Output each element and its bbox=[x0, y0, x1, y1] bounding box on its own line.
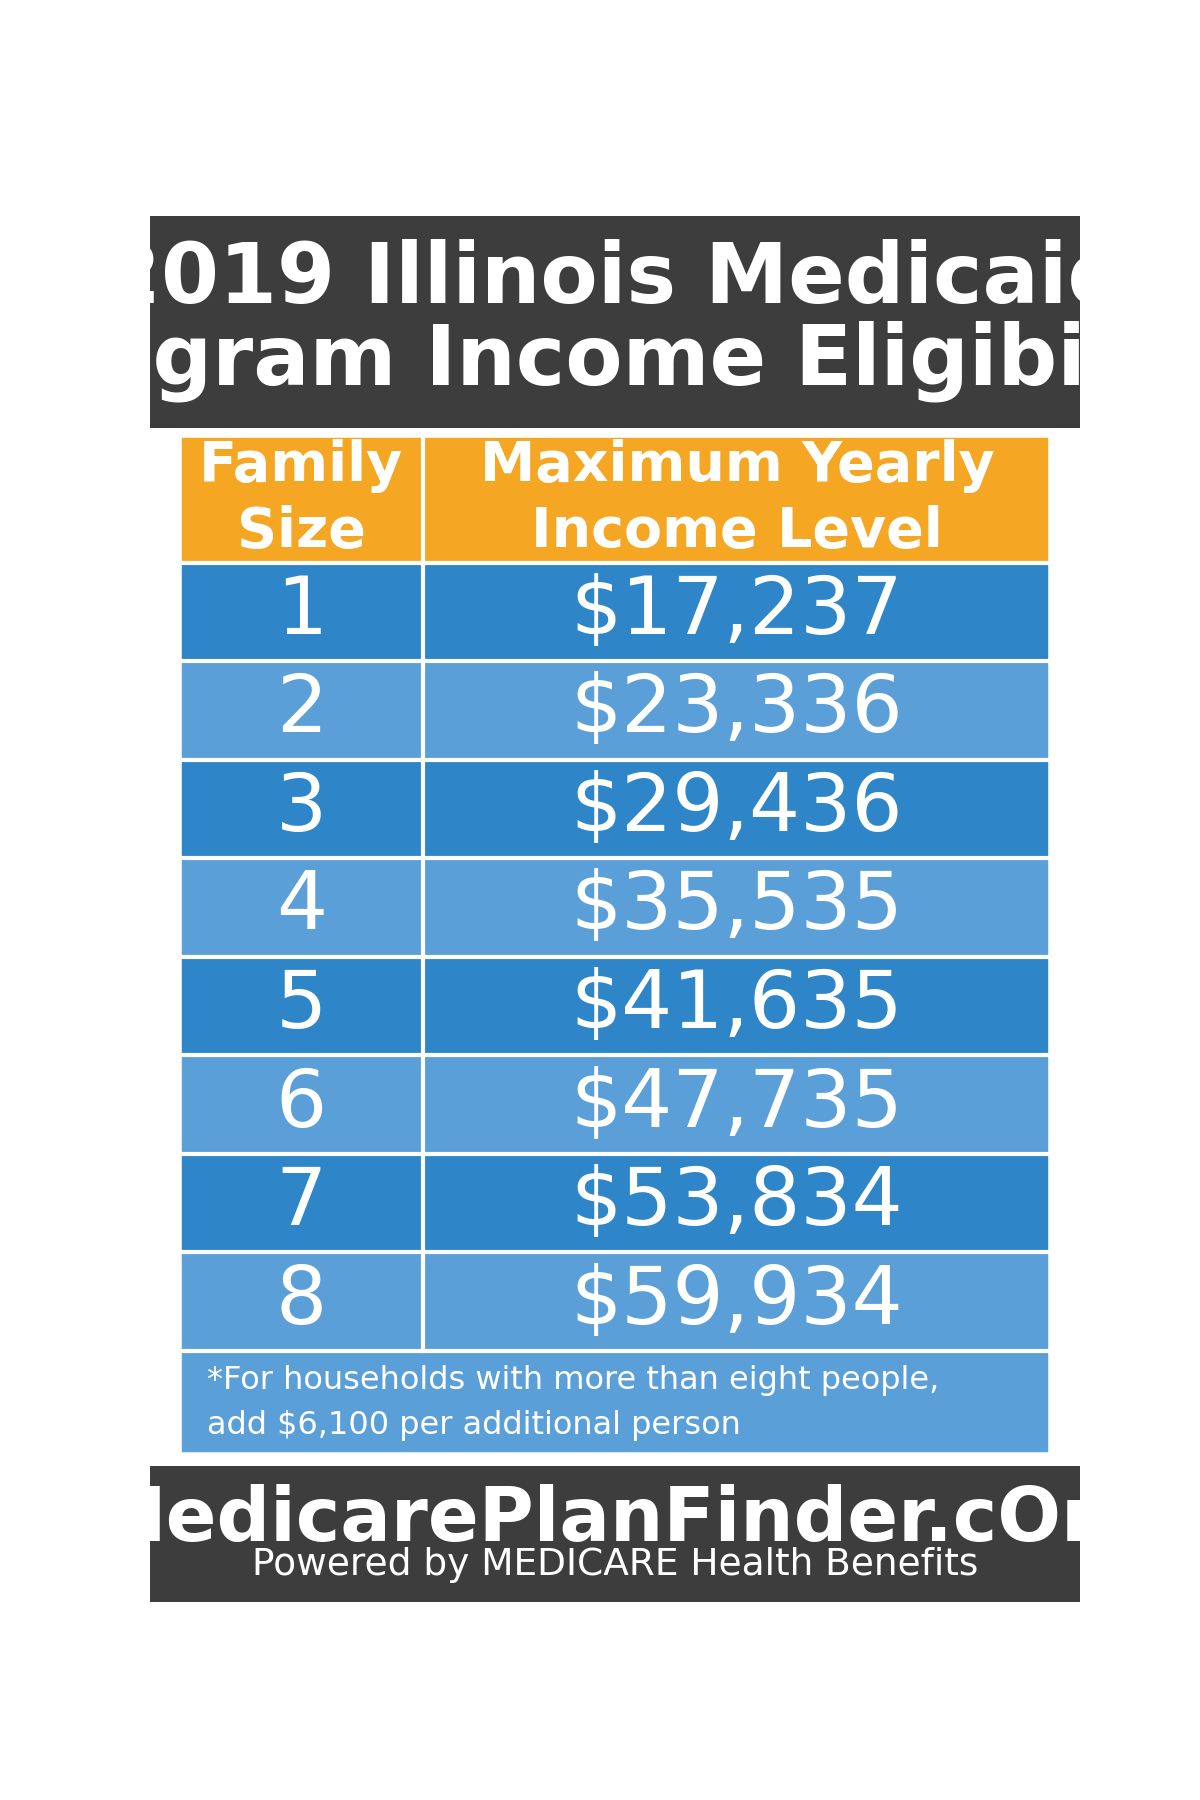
FancyBboxPatch shape bbox=[150, 216, 1080, 428]
Text: Program Income Eligibility: Program Income Eligibility bbox=[0, 320, 1200, 403]
Text: Family
Size: Family Size bbox=[199, 439, 403, 560]
Text: $17,237: $17,237 bbox=[571, 572, 904, 652]
FancyBboxPatch shape bbox=[180, 1352, 1050, 1454]
Text: 2019 Illinois Medicaid: 2019 Illinois Medicaid bbox=[103, 239, 1127, 320]
FancyBboxPatch shape bbox=[180, 436, 1050, 562]
FancyBboxPatch shape bbox=[180, 661, 1050, 760]
Text: $23,336: $23,336 bbox=[570, 671, 904, 749]
Text: $41,635: $41,635 bbox=[571, 967, 904, 1046]
Text: $47,735: $47,735 bbox=[570, 1066, 904, 1143]
Text: Powered by MEDICARE Health Benefits: Powered by MEDICARE Health Benefits bbox=[252, 1548, 978, 1584]
Text: 1: 1 bbox=[276, 572, 326, 652]
Text: $53,834: $53,834 bbox=[570, 1165, 904, 1242]
Text: 5: 5 bbox=[276, 967, 328, 1046]
FancyBboxPatch shape bbox=[180, 1154, 1050, 1253]
Text: 7: 7 bbox=[276, 1165, 328, 1242]
FancyBboxPatch shape bbox=[180, 958, 1050, 1055]
Text: 2: 2 bbox=[276, 671, 326, 749]
Text: $59,934: $59,934 bbox=[570, 1264, 904, 1341]
FancyBboxPatch shape bbox=[180, 1253, 1050, 1352]
FancyBboxPatch shape bbox=[180, 1055, 1050, 1154]
Text: $29,436: $29,436 bbox=[571, 770, 904, 848]
Text: *For households with more than eight people,
add $6,100 per additional person: *For households with more than eight peo… bbox=[206, 1364, 938, 1442]
FancyBboxPatch shape bbox=[150, 1467, 1080, 1602]
FancyBboxPatch shape bbox=[180, 859, 1050, 958]
Text: 6: 6 bbox=[276, 1066, 328, 1143]
Text: 4: 4 bbox=[276, 868, 326, 947]
FancyBboxPatch shape bbox=[180, 562, 1050, 661]
Text: 3: 3 bbox=[276, 770, 328, 848]
Text: $35,535: $35,535 bbox=[570, 868, 904, 947]
Text: Maximum Yearly
Income Level: Maximum Yearly Income Level bbox=[480, 439, 995, 560]
Text: MedicarePlanFinder.cOm: MedicarePlanFinder.cOm bbox=[91, 1485, 1139, 1557]
FancyBboxPatch shape bbox=[180, 760, 1050, 859]
Text: 8: 8 bbox=[276, 1264, 328, 1341]
